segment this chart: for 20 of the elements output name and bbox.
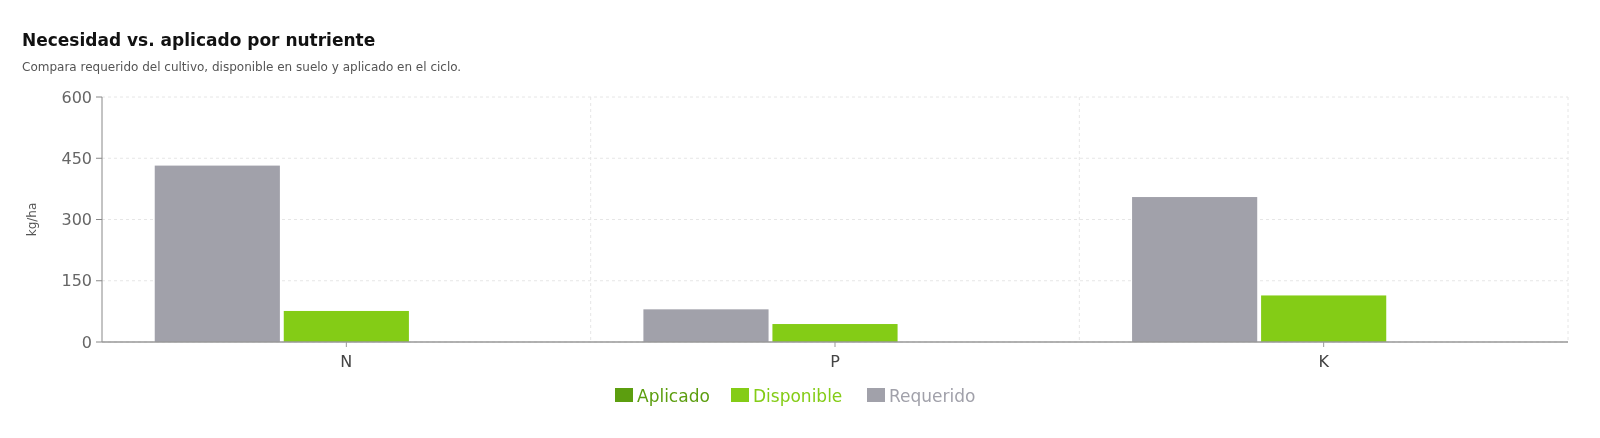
y-tick-label: 0 (81, 332, 92, 352)
bar (643, 309, 769, 342)
y-tick-label: 300 (61, 210, 92, 230)
y-axis-title: kg/ha (25, 202, 39, 237)
bar (283, 310, 409, 342)
x-tick-label: K (1318, 352, 1330, 371)
bar (1132, 197, 1258, 342)
legend-label: Requerido (889, 385, 976, 406)
bar (1261, 295, 1387, 342)
y-tick-label: 450 (61, 148, 92, 168)
chart-subtitle: Compara requerido del cultivo, disponible en suelo y aplicado en el ciclo. (22, 60, 462, 74)
bar (154, 165, 280, 342)
x-tick-label: P (830, 352, 841, 371)
y-tick-label: 600 (61, 87, 92, 107)
legend-label: Aplicado (637, 385, 710, 406)
chart-title: Necesidad vs. aplicado por nutriente (22, 30, 376, 50)
bar (772, 324, 898, 342)
legend-label: Disponible (753, 385, 843, 406)
x-tick-label: N (340, 352, 353, 371)
y-tick-label: 150 (61, 271, 92, 291)
